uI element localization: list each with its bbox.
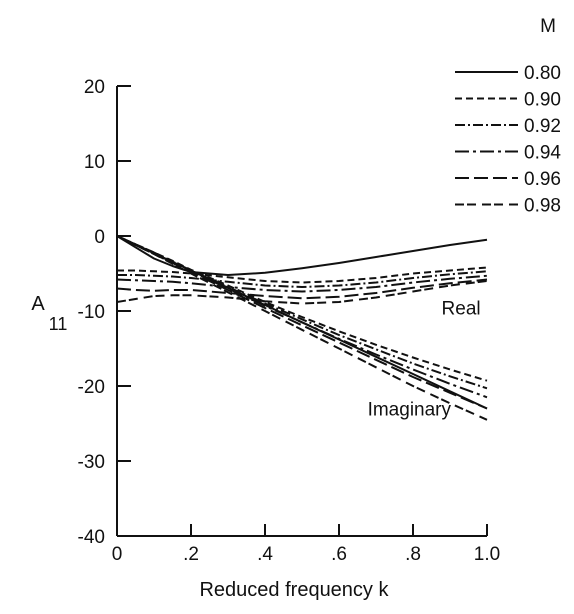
legend-label: 0.94 [524,143,561,164]
series-group [116,235,488,421]
legend-label: 0.90 [524,90,561,111]
y-tick-label: 10 [84,152,105,173]
axes: 20 10 0 -10 -20 -30 -40 0 .2 .4 .6 .8 1.0 [78,77,501,565]
x-tick-label: 1.0 [474,544,500,565]
series-line-dash-imag [116,235,488,382]
x-tick-label: .6 [331,544,347,565]
labels: Reduced frequency k A11 Real Imaginary [31,293,480,601]
annotation-label: Real [442,298,481,319]
y-axis-label-subscript: 11 [49,314,68,334]
series-line-dash-real [117,266,488,284]
series-line-long-dash-real [116,278,488,300]
annotation-label: Imaginary [368,400,452,421]
y-tick-label: 20 [84,77,105,98]
series-line-long-dash-dot-imag [116,235,488,399]
series-line-dash-dot-imag [116,235,488,390]
x-tick-label: .4 [257,544,273,565]
series-line-dash-dot-real [117,270,488,288]
legend-label: 0.96 [524,169,561,190]
y-axis-label: A [31,293,45,315]
series-line-dash-dash-imag [116,235,488,421]
x-tick-label: .8 [405,544,421,565]
legend: M 0.80 0.90 0.92 0.94 0.96 0.98 [455,16,561,217]
series-line-dash-dash-real [116,280,488,305]
x-tick-label: .2 [183,544,199,565]
legend-label: 0.98 [524,196,561,217]
legend-label: 0.92 [524,116,561,137]
y-tick-label: 0 [94,227,105,248]
y-tick-label: -10 [78,302,105,323]
series-line-solid-real [116,235,488,276]
y-tick-label: -20 [78,377,105,398]
y-tick-label: -30 [78,452,105,473]
legend-title: M [540,16,556,37]
legend-label: 0.80 [524,63,561,84]
y-tick-label: -40 [78,527,105,548]
x-tick-label: 0 [112,544,123,565]
x-axis-label: Reduced frequency k [199,579,389,601]
series-line-long-dash-dot-real [116,274,488,293]
